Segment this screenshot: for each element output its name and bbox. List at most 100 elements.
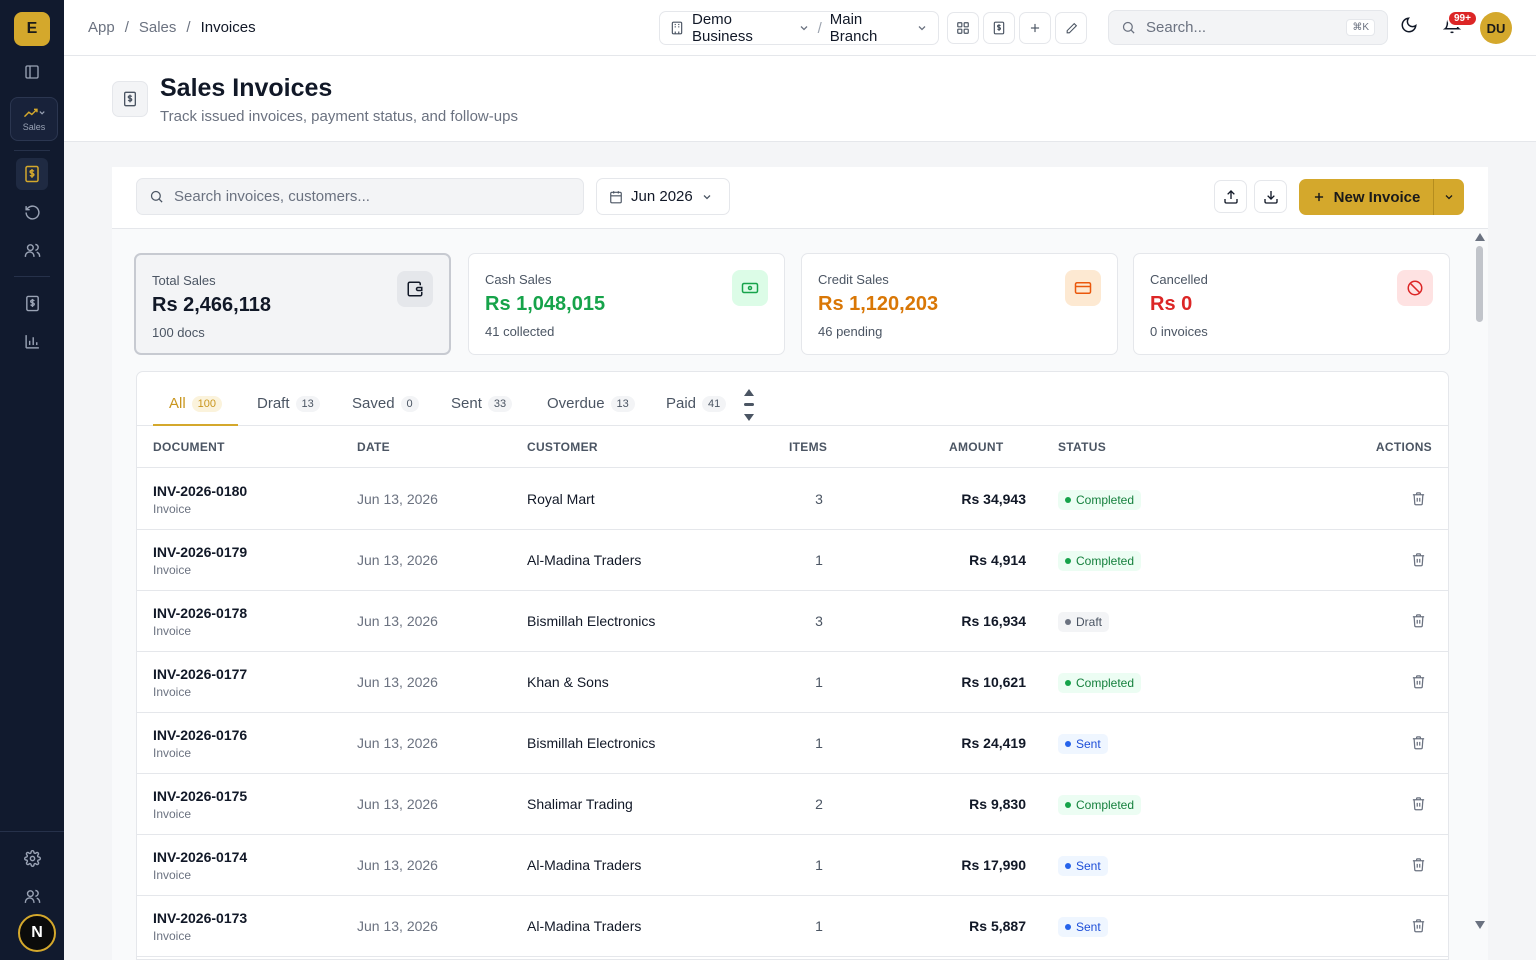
export-button[interactable] [1214,180,1247,213]
invoice-table: All 100 Draft 13 Saved 0 Sent 33 Overdue… [136,371,1449,960]
document-number[interactable]: INV-2026-0179 [153,544,248,560]
business-branch-selector[interactable]: Demo Business / Main Branch [659,11,939,45]
users-icon [24,888,41,905]
user-avatar[interactable]: DU [1480,12,1512,44]
receipt-icon [24,295,41,312]
delete-button[interactable] [1411,918,1426,933]
sidebar-item-settings[interactable] [16,842,48,874]
delete-button[interactable] [1411,491,1426,506]
invoice-shortcut-button[interactable] [983,12,1015,44]
period-picker[interactable]: Jun 2026 [596,178,730,215]
table-row[interactable]: INV-2026-0178 Invoice Jun 13, 2026 Bismilla… [137,591,1448,652]
scrollbar-thumb[interactable] [1476,246,1483,322]
new-invoice-dropdown-button[interactable] [1434,179,1464,215]
customer-name: Al-Madina Traders [527,857,642,873]
global-search-input[interactable]: Search... ⌘K [1108,10,1388,45]
new-invoice-button[interactable]: New Invoice [1299,179,1434,215]
breadcrumb-separator: / [186,19,191,36]
sidebar-item-receipts[interactable] [16,287,48,319]
tab-all[interactable]: All 100 [153,389,239,426]
sidebar-item-returns[interactable] [16,196,48,228]
invoice-date: Jun 13, 2026 [357,613,438,629]
theme-toggle-button[interactable] [1400,16,1418,34]
app-logo[interactable]: E [14,12,50,46]
table-row[interactable]: INV-2026-0173 Invoice Jun 13, 2026 Al-Madin… [137,896,1448,957]
branch-name[interactable]: Main Branch [829,11,878,45]
apps-grid-button[interactable] [947,12,979,44]
column-header[interactable]: DOCUMENT [153,440,225,454]
document-number[interactable]: INV-2026-0175 [153,788,248,804]
document-number[interactable]: INV-2026-0178 [153,605,248,621]
column-header[interactable]: CUSTOMER [527,440,598,454]
delete-button[interactable] [1411,857,1426,872]
tab-label: Overdue [547,395,605,412]
moon-icon [1400,16,1418,34]
new-invoice-label: New Invoice [1333,188,1421,206]
column-header[interactable]: DATE [357,440,390,454]
document-number[interactable]: INV-2026-0173 [153,910,248,926]
page-scrollbar[interactable] [1474,232,1486,932]
table-row[interactable]: INV-2026-0180 Invoice Jun 13, 2026 Royal Ma… [137,469,1448,530]
tab-saved[interactable]: Saved 0 [336,389,435,426]
tab-scroll-control[interactable] [742,388,756,422]
breadcrumb-sales[interactable]: Sales [138,19,177,36]
credit-card-icon [1065,270,1101,306]
tab-label: All [169,395,186,412]
tab-paid[interactable]: Paid 41 [650,389,742,426]
delete-button[interactable] [1411,796,1426,811]
sidebar-item-invoices[interactable] [16,158,48,190]
stat-card-cash-sales[interactable]: Cash Sales Rs 1,048,015 41 collected [468,253,785,355]
table-row[interactable]: INV-2026-0177 Invoice Jun 13, 2026 Khan & S… [137,652,1448,713]
sidebar-item-reports[interactable] [16,325,48,357]
tab-draft[interactable]: Draft 13 [241,389,336,426]
document-number[interactable]: INV-2026-0177 [153,666,248,682]
delete-button[interactable] [1411,674,1426,689]
column-header[interactable]: STATUS [1058,440,1107,454]
delete-button[interactable] [1411,735,1426,750]
delete-button[interactable] [1411,613,1426,628]
invoice-date: Jun 13, 2026 [357,796,438,812]
scroll-down-icon[interactable] [1474,920,1486,930]
notification-count-badge: 99+ [1447,10,1478,27]
column-header[interactable]: ITEMS [789,440,828,454]
document-type: Invoice [153,746,192,760]
search-placeholder: Search... [1146,19,1207,36]
stat-card-credit-sales[interactable]: Credit Sales Rs 1,120,203 46 pending [801,253,1118,355]
status-dot [1065,497,1071,503]
stat-card-total-sales[interactable]: Total Sales Rs 2,466,118 100 docs [134,253,451,355]
column-header[interactable]: AMOUNT [949,440,1004,454]
document-number[interactable]: INV-2026-0174 [153,849,248,865]
business-name[interactable]: Demo Business [692,11,753,45]
customer-name: Bismillah Electronics [527,613,656,629]
scroll-up-icon[interactable] [1474,232,1486,242]
table-row[interactable]: INV-2026-0174 Invoice Jun 13, 2026 Al-Madin… [137,835,1448,896]
toggle-sidebar-button[interactable] [16,56,48,88]
invoice-amount: Rs 34,943 [961,491,1026,507]
table-row[interactable]: INV-2026-0179 Invoice Jun 13, 2026 Al-Madin… [137,530,1448,591]
sidebar-item-team[interactable] [16,880,48,912]
rotate-ccw-icon [24,204,41,221]
breadcrumb-app[interactable]: App [88,19,115,36]
plus-icon [1312,190,1326,204]
tab-overdue[interactable]: Overdue 13 [531,389,651,426]
stat-card-cancelled[interactable]: Cancelled Rs 0 0 invoices [1133,253,1450,355]
table-row[interactable]: INV-2026-0175 Invoice Jun 13, 2026 Shalimar… [137,774,1448,835]
invoice-amount: Rs 10,621 [961,674,1026,690]
quick-add-button[interactable] [1019,12,1051,44]
table-row[interactable]: INV-2026-0176 Invoice Jun 13, 2026 Bismilla… [137,713,1448,774]
trending-up-icon [23,106,45,120]
delete-button[interactable] [1411,552,1426,567]
tab-label: Saved [352,395,395,412]
module-switcher[interactable]: Sales [10,97,58,141]
edit-button[interactable] [1055,12,1087,44]
user-menu-avatar[interactable]: N [18,914,56,952]
invoice-search-input[interactable]: Search invoices, customers... [136,178,584,215]
invoice-date: Jun 13, 2026 [357,491,438,507]
trash-icon [1411,857,1426,872]
document-number[interactable]: INV-2026-0180 [153,483,248,499]
import-button[interactable] [1254,180,1287,213]
sidebar-item-customers[interactable] [16,234,48,266]
document-type: Invoice [153,685,192,699]
tab-sent[interactable]: Sent 33 [435,389,528,426]
document-number[interactable]: INV-2026-0176 [153,727,248,743]
